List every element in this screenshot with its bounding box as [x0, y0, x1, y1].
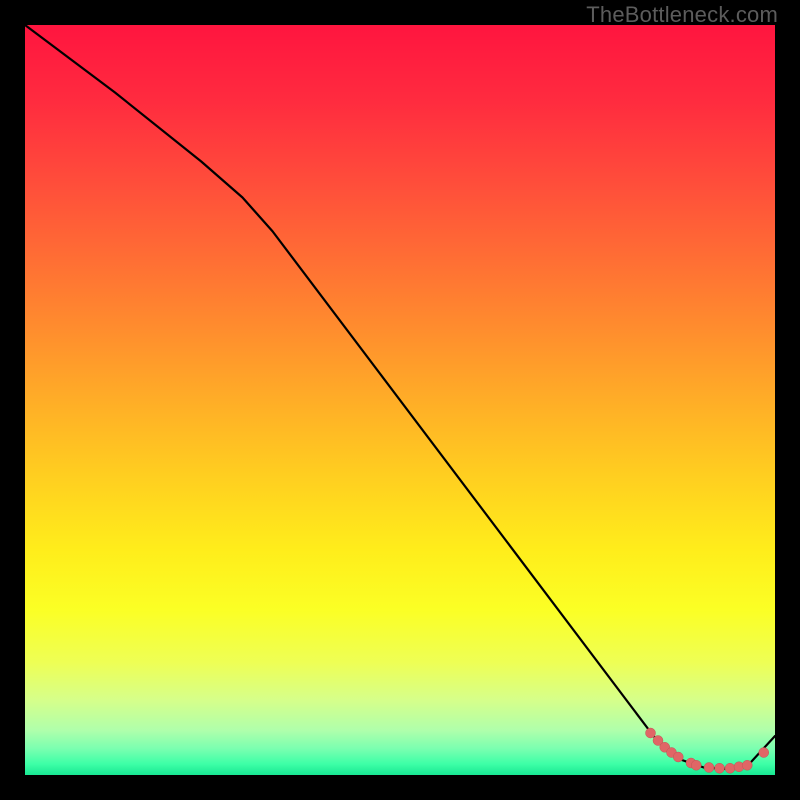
chart-frame: TheBottleneck.com	[0, 0, 800, 800]
data-marker	[715, 763, 725, 773]
data-marker	[759, 748, 769, 758]
data-marker	[646, 728, 656, 738]
bottleneck-chart	[0, 0, 800, 800]
data-marker	[704, 763, 714, 773]
data-marker	[691, 760, 701, 770]
data-marker	[742, 760, 752, 770]
data-marker	[673, 752, 683, 762]
data-marker	[725, 763, 735, 773]
